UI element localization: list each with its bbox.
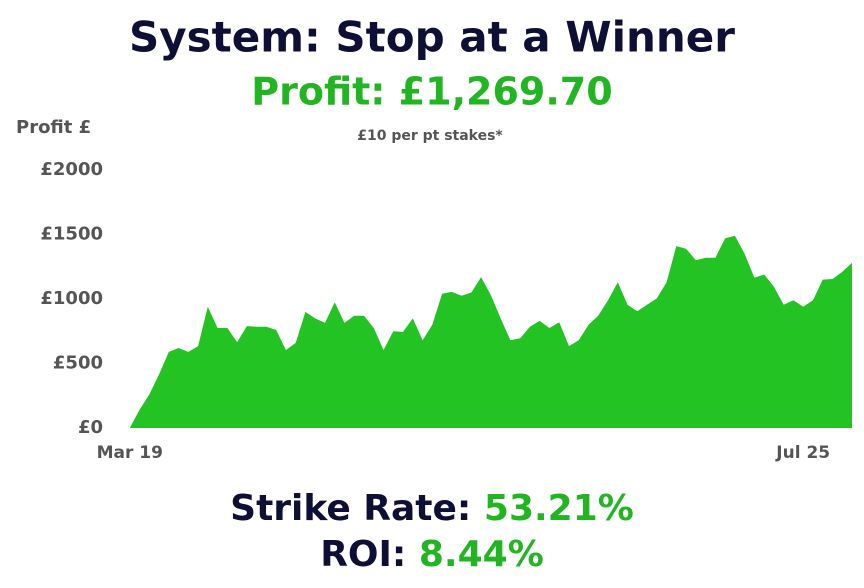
y-tick-label: £1500 <box>40 224 103 245</box>
stat-strike-rate: Strike Rate: 53.21% <box>230 488 634 529</box>
note: £10 per pt stakes* <box>357 128 503 144</box>
stat-roi: ROI: 8.44% <box>320 534 544 575</box>
x-tick-label: Mar 19 <box>97 443 163 463</box>
chart-subtitle: Profit: £1,269.70 <box>251 70 612 114</box>
y-axis-label: Profit £ <box>16 117 91 138</box>
stat-label: Strike Rate: <box>230 488 471 529</box>
y-tick-label: £0 <box>78 417 103 438</box>
area <box>120 235 852 428</box>
chart-title: System: Stop at a Winner <box>129 13 735 62</box>
stat-value: 53.21% <box>484 488 634 529</box>
stat-value: 8.44% <box>419 534 544 575</box>
y-tick-label: £2000 <box>40 159 103 180</box>
y-tick-label: £500 <box>53 353 103 374</box>
y-tick-label: £1000 <box>40 288 103 309</box>
stat-label: ROI: <box>320 534 406 575</box>
x-tick-label: Jul 25 <box>775 443 830 463</box>
